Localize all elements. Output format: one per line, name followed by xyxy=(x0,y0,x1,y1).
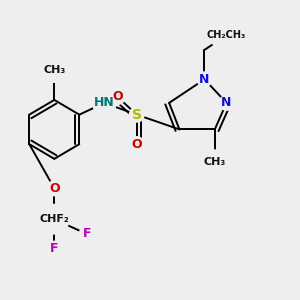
Text: O: O xyxy=(131,138,142,151)
Text: N: N xyxy=(199,73,210,86)
Text: CHF₂: CHF₂ xyxy=(39,214,69,224)
Circle shape xyxy=(43,59,66,82)
Circle shape xyxy=(110,90,125,104)
Circle shape xyxy=(129,107,144,122)
Circle shape xyxy=(93,91,116,115)
Text: HN: HN xyxy=(94,96,115,110)
Text: F: F xyxy=(50,242,58,255)
Circle shape xyxy=(197,72,212,87)
Text: N: N xyxy=(221,96,232,110)
Text: CH₃: CH₃ xyxy=(43,65,65,76)
Circle shape xyxy=(203,150,226,174)
Text: CH₃: CH₃ xyxy=(204,157,226,167)
Circle shape xyxy=(47,181,62,196)
Text: O: O xyxy=(112,91,123,103)
Text: CH₂CH₃: CH₂CH₃ xyxy=(207,30,246,40)
Circle shape xyxy=(129,137,144,152)
Text: O: O xyxy=(49,182,60,195)
Text: F: F xyxy=(82,227,91,240)
Circle shape xyxy=(210,19,243,51)
Circle shape xyxy=(47,241,62,256)
Text: S: S xyxy=(132,108,142,122)
Circle shape xyxy=(79,226,94,241)
Circle shape xyxy=(219,95,234,110)
Circle shape xyxy=(40,205,69,234)
